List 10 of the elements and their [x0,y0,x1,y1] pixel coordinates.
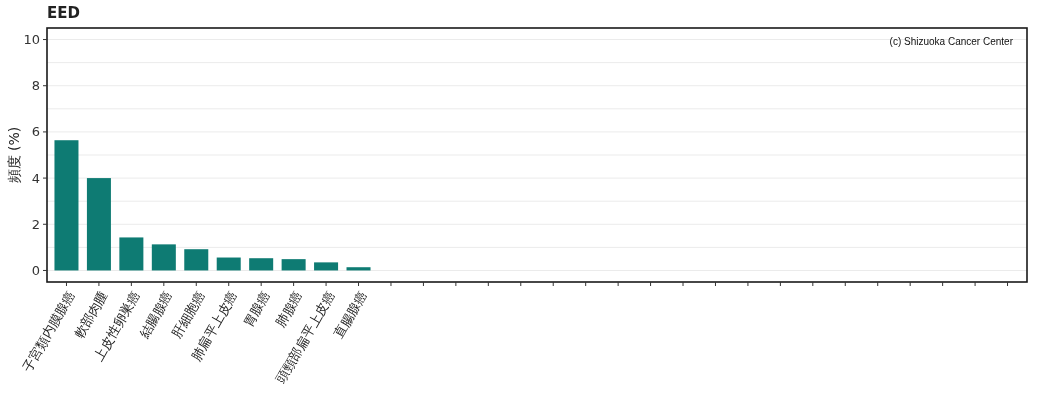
y-tick-label: 2 [31,216,40,232]
chart-title: EED [47,4,80,22]
y-tick-label: 6 [31,124,40,140]
x-tick-label: 胃腺癌 [240,288,273,330]
y-tick-label: 0 [31,262,40,278]
y-tick-label: 10 [23,32,40,48]
y-tick-label: 4 [31,170,40,186]
y-tick-label: 8 [31,78,40,94]
annotation: (c) Shizuoka Cancer Center [889,36,1014,47]
y-axis-title: 頻度 (%) [6,126,22,184]
